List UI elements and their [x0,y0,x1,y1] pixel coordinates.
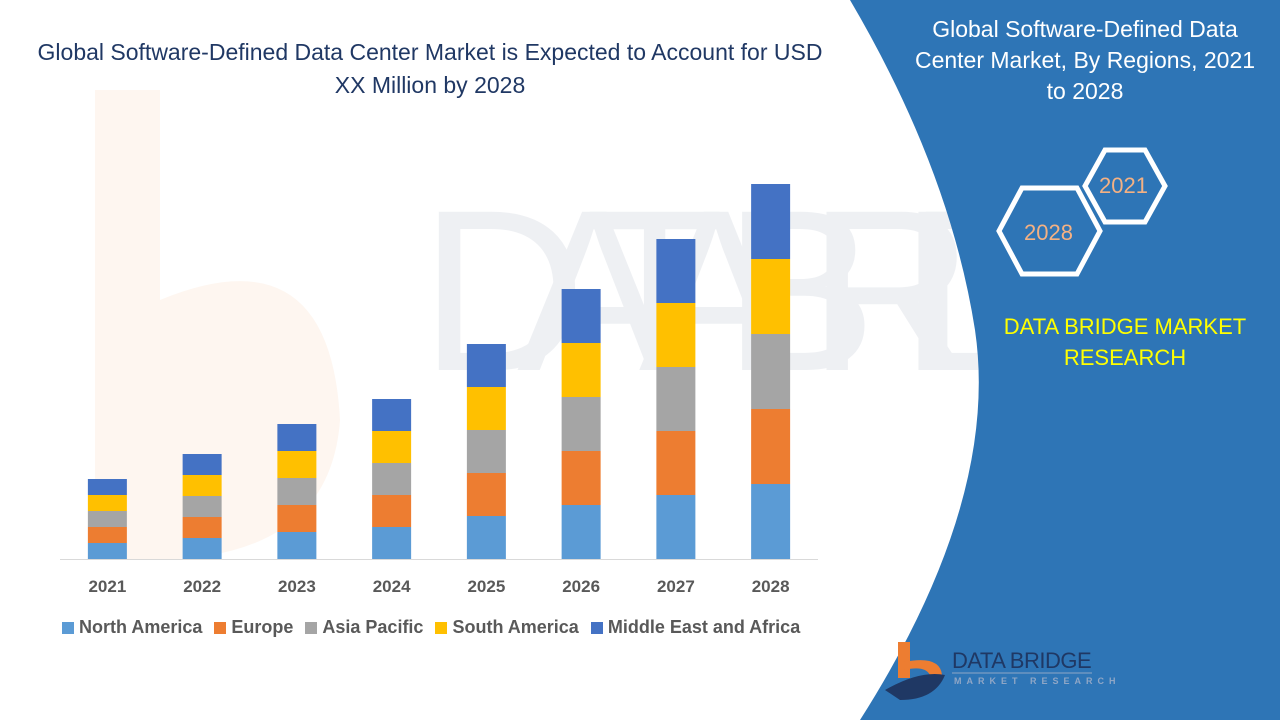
bar-segment [372,399,412,431]
stacked-bar-chart: 2021 2022 2023 2024 2025 2026 2027 2028 [60,184,818,596]
bar-segment [751,259,791,334]
x-tick-label: 2025 [467,577,505,596]
x-tick-label: 2023 [278,577,316,596]
logo-icon [885,642,945,700]
legend-label: South America [452,617,579,637]
bar-segment [372,463,412,495]
bar-segment [751,484,791,559]
bar-segment [466,516,506,559]
bar-segment [87,495,127,511]
bar-segment [87,511,127,527]
side-panel [850,0,1280,720]
legend-swatch [305,621,318,634]
bar-segment [466,473,506,516]
bar-segment [372,495,412,527]
bar-segment [182,538,222,559]
bar-segment [751,334,791,409]
legend-swatch [214,621,227,634]
bar-segment [466,430,506,473]
bar-segment [656,303,696,367]
legend-label: North America [79,617,203,637]
bar-segment [561,397,601,451]
chart-title: Global Software-Defined Data Center Mark… [37,39,823,98]
legend-item: North America [62,617,202,638]
x-tick-label: 2027 [657,577,695,596]
hex-label-start: 2021 [1099,173,1148,198]
x-tick-label: 2028 [752,577,790,596]
bar-segment [751,184,791,259]
bar-segment [656,239,696,303]
bar-segment [561,451,601,505]
bar-segment [751,409,791,484]
legend-item: South America [435,617,579,638]
legend-item: Asia Pacific [305,617,423,638]
logo-subtext: MARKET RESEARCH [954,676,1121,686]
bar-segment [466,344,506,387]
bar-segment [87,479,127,495]
bar-segment [372,527,412,559]
bar-segment [277,424,317,451]
chart-legend: North America Europe Asia Pacific South … [62,617,800,638]
legend-swatch [590,621,603,634]
bar-segment [182,517,222,538]
bar-segment [656,431,696,495]
legend-swatch [435,621,448,634]
bar-segment [277,505,317,532]
bar-segment [656,495,696,559]
legend-label: Europe [231,617,294,637]
legend-label: Middle East and Africa [607,617,801,637]
legend-item: Middle East and Africa [590,617,801,638]
x-tick-label: 2026 [562,577,600,596]
x-tick-label: 2021 [88,577,126,596]
legend-label: Asia Pacific [322,617,424,637]
bar-segment [182,475,222,496]
bar-segment [466,387,506,430]
bar-segment [182,496,222,517]
bar-segment [87,543,127,559]
hexagon-2028-icon [996,185,1103,277]
side-panel-title: Global Software-Defined Data Center Mark… [914,16,1256,104]
bar-segment [277,451,317,478]
x-tick-label: 2024 [373,577,411,596]
hex-label-end: 2028 [1024,220,1073,245]
bar-segment [561,505,601,559]
legend-item: Europe [214,617,293,638]
bar-segment [277,478,317,505]
bar-segment [372,431,412,463]
hexagon-2021-icon [1082,147,1168,225]
bar-segment [277,532,317,559]
bar-segment [561,289,601,343]
bar-segment [656,367,696,431]
bar-segment [561,343,601,397]
logo-text: DATA BRIDGE [952,648,1092,673]
bar-segment [87,527,127,543]
x-tick-label: 2022 [183,577,221,596]
bar-segment [182,454,222,475]
legend-swatch [62,621,74,634]
brand-name: DATA BRIDGE MARKET RESEARCH [1003,314,1247,370]
